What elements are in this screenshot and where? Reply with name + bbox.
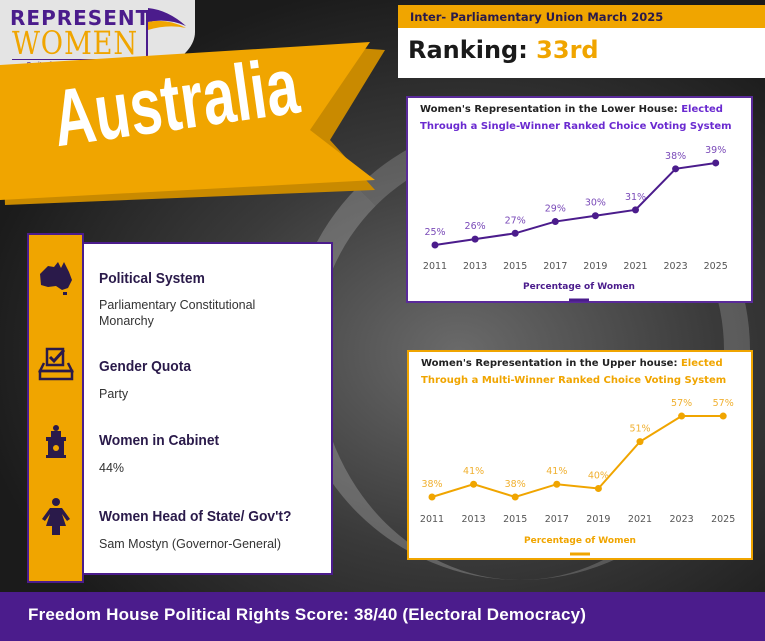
x-tick-label: 2017: [543, 261, 567, 272]
fact-title-gender-quota: Gender Quota: [99, 358, 192, 375]
data-point: [553, 480, 561, 488]
fact-value-women-cabinet: 44%: [99, 461, 125, 475]
data-point: [511, 229, 519, 237]
data-label: 30%: [585, 198, 606, 209]
data-label: 41%: [546, 466, 567, 477]
podium-icon: [46, 425, 66, 458]
ipu-header: Inter- Parliamentary Union March 2025: [398, 5, 765, 28]
data-point: [551, 218, 559, 226]
x-tick-label: 2011: [420, 514, 444, 525]
fact-title-head-of-state: Women Head of State/ Gov't?: [99, 508, 292, 525]
data-label: 57%: [671, 398, 692, 409]
data-point: [511, 493, 519, 501]
fact-value-gender-quota: Party: [99, 387, 129, 401]
chart-title: Women's Representation in the Lower Hous…: [420, 104, 732, 132]
data-label: 39%: [705, 145, 726, 156]
chart-plot: 38% 2011 41% 2013 38% 2015 41% 2017 40% 2019 51% 20…: [420, 398, 735, 556]
legend-label: Percentage of Women: [524, 536, 636, 546]
data-point: [431, 241, 439, 249]
x-tick-label: 2013: [462, 514, 486, 525]
country-banner: [0, 42, 385, 205]
x-tick-label: 2023: [670, 514, 694, 525]
data-point: [471, 235, 479, 243]
data-label: 57%: [713, 398, 734, 409]
series-line: [431, 415, 724, 499]
upper-house-chart: Women's Representation in the Upper hous…: [407, 350, 753, 560]
data-point: [672, 165, 680, 173]
data-label: 27%: [505, 215, 526, 226]
legend-label: Percentage of Women: [523, 282, 635, 292]
data-label: 38%: [421, 479, 442, 490]
data-label: 40%: [588, 470, 609, 481]
ranking-value: 33rd: [536, 36, 599, 64]
data-label: 51%: [629, 424, 650, 435]
data-point: [632, 206, 639, 214]
logo-women: WOMEN: [12, 24, 139, 62]
ranking: Ranking: 33rd: [408, 36, 599, 64]
data-label: 38%: [505, 479, 526, 490]
data-label: 41%: [463, 466, 484, 477]
flag-icon: [146, 10, 148, 62]
fact-value-head-of-state: Sam Mostyn (Governor-General): [99, 537, 282, 551]
data-point: [719, 412, 727, 420]
x-tick-label: 2019: [583, 261, 607, 272]
data-point: [678, 412, 686, 420]
x-tick-label: 2019: [586, 514, 610, 525]
x-tick-label: 2023: [664, 261, 688, 272]
data-label: 38%: [665, 151, 686, 162]
series-line: [434, 161, 716, 246]
chart-title: Women's Representation in the Upper hous…: [421, 358, 727, 386]
data-label: 25%: [424, 227, 445, 238]
facts-panel: [84, 242, 333, 575]
woman-icon: [42, 498, 70, 535]
x-tick-label: 2021: [628, 514, 652, 525]
icon-column: [27, 233, 84, 583]
ipu-ranking-box: Inter- Parliamentary Union March 2025 Ra…: [398, 5, 765, 78]
data-label: 31%: [625, 192, 646, 203]
x-tick-label: 2021: [623, 261, 647, 272]
fact-value-political-system: Parliamentary Constitutional Monarchy: [99, 298, 256, 328]
data-label: 26%: [465, 221, 486, 232]
australia-map-icon: [40, 262, 72, 295]
fact-title-political-system: Political System: [99, 270, 205, 287]
x-tick-label: 2025: [704, 261, 728, 272]
data-point: [712, 159, 720, 167]
freedom-house-footer: Freedom House Political Rights Score: 38…: [0, 592, 765, 641]
ballot-box-icon: [37, 347, 75, 381]
flag-pennant-icon: [148, 8, 186, 30]
data-point: [591, 212, 599, 220]
x-tick-label: 2017: [545, 514, 569, 525]
data-label: 29%: [545, 204, 566, 215]
x-tick-label: 2015: [503, 261, 527, 272]
data-point: [470, 480, 478, 488]
x-tick-label: 2013: [463, 261, 487, 272]
lower-house-chart: Women's Representation in the Lower Hous…: [406, 96, 753, 303]
chart-plot: 25% 2011 26% 2013 27% 2015 29% 2017 30% 2019 31% 20…: [423, 145, 728, 302]
x-tick-label: 2011: [423, 261, 447, 272]
fact-title-women-cabinet: Women in Cabinet: [99, 432, 220, 449]
logo-represent: REPRESENT: [10, 6, 151, 30]
x-tick-label: 2025: [711, 514, 735, 525]
x-tick-label: 2015: [503, 514, 527, 525]
data-point: [428, 493, 436, 501]
data-point: [594, 484, 602, 492]
data-point: [636, 438, 644, 446]
